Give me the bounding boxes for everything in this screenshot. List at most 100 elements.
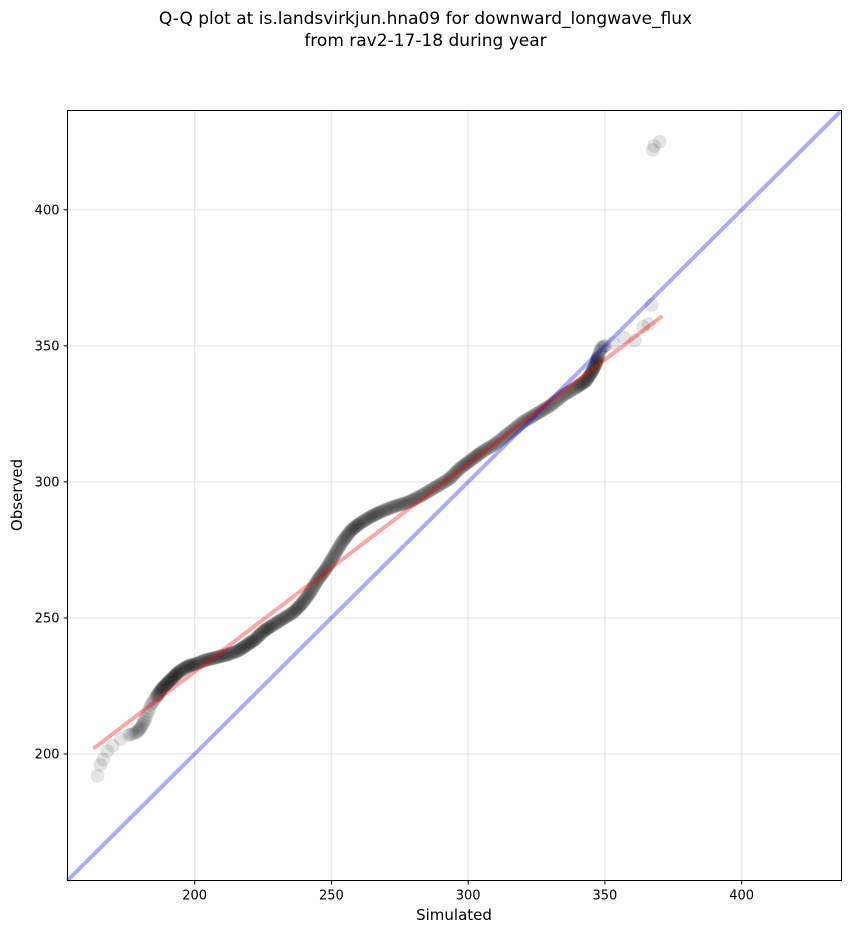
quantile-point [246, 633, 261, 648]
quantile-point [584, 365, 599, 380]
quantile-point [427, 481, 442, 496]
quantile-point [325, 550, 340, 565]
quantile-point [286, 604, 301, 619]
quantile-point [268, 616, 283, 631]
quantile-point [170, 665, 185, 680]
quantile-point [577, 375, 592, 390]
quantile-point [587, 358, 602, 373]
quantile-point [177, 660, 192, 675]
quantile-point [155, 680, 170, 695]
quantile-point [482, 440, 497, 455]
grid [67, 110, 842, 881]
quantile-point [244, 635, 259, 650]
quantile-point [479, 441, 494, 456]
quantile-point [337, 531, 352, 546]
quantile-point [295, 595, 310, 610]
quantile-point [220, 647, 235, 662]
quantile-point [153, 683, 168, 698]
quantile-point [233, 642, 248, 657]
quantile-point [155, 681, 170, 696]
quantile-point [413, 489, 428, 504]
quantile-point [141, 704, 156, 719]
quantile-point [404, 493, 419, 508]
quantile-point [351, 517, 366, 532]
quantile-point [373, 504, 388, 519]
quantile-point [540, 400, 555, 415]
quantile-point [249, 631, 264, 646]
quantile-point [195, 654, 210, 669]
quantile-point [565, 382, 580, 397]
quantile-point [223, 646, 238, 661]
quantile-point [593, 343, 608, 358]
quantile-point [549, 393, 564, 408]
quantile-point [554, 389, 569, 404]
quantile-point [442, 472, 457, 487]
quantile-point [447, 467, 462, 482]
quantile-point [537, 402, 552, 417]
quantile-point [187, 657, 202, 672]
y-tick-label: 400 [35, 203, 60, 218]
quantile-point [364, 509, 379, 524]
quantile-point [189, 656, 204, 671]
quantile-point [234, 641, 249, 656]
quantile-point [128, 725, 143, 740]
quantile-point [245, 634, 260, 649]
quantile-point [299, 590, 314, 605]
quantile-point [150, 687, 165, 702]
quantile-point [403, 494, 418, 509]
chart-title: Q-Q plot at is.landsvirkjun.hna09 for do… [0, 8, 851, 52]
quantile-point [502, 425, 517, 440]
quantile-point [197, 653, 212, 668]
quantile-point [160, 676, 175, 691]
quantile-point [355, 514, 370, 529]
quantile-point [570, 379, 585, 394]
quantile-point [188, 656, 203, 671]
quantile-point [318, 562, 333, 577]
quantile-point [456, 458, 471, 473]
quantile-point [578, 374, 593, 389]
quantile-point [292, 599, 307, 614]
quantile-point [330, 542, 345, 557]
quantile-point [167, 669, 182, 684]
quantile-point [250, 630, 265, 645]
quantile-point [290, 601, 305, 616]
quantile-point [469, 448, 484, 463]
quantile-point [158, 677, 173, 692]
quantile-point [566, 381, 581, 396]
quantile-point [158, 678, 173, 693]
quantile-point [560, 385, 575, 400]
quantile-point [242, 636, 257, 651]
quantile-point [593, 341, 608, 356]
quantile-point [418, 486, 433, 501]
quantile-point [283, 607, 298, 622]
quantile-point [392, 497, 407, 512]
quantile-point [168, 667, 183, 682]
quantile-point [434, 476, 449, 491]
quantile-point [304, 582, 319, 597]
quantile-point [466, 450, 481, 465]
quantile-point [504, 423, 519, 438]
chart-title-line2: from rav2-17-18 during year [304, 31, 547, 51]
quantile-point [587, 360, 602, 375]
quantile-point [448, 465, 463, 480]
quantile-point [481, 441, 496, 456]
quantile-point [647, 138, 662, 153]
quantile-point [168, 668, 183, 683]
quantile-point [444, 470, 459, 485]
quantile-point [588, 356, 603, 371]
quantile-point [269, 616, 284, 631]
quantile-point [505, 422, 520, 437]
quantile-point [589, 354, 604, 369]
quantile-point [260, 621, 275, 636]
quantile-point [394, 497, 409, 512]
quantile-point [236, 640, 251, 655]
y-tick-label: 250 [35, 611, 60, 626]
quantile-point [368, 507, 383, 522]
quantile-point [387, 499, 402, 514]
quantile-point [277, 611, 292, 626]
quantile-point [543, 398, 558, 413]
quantile-point [241, 636, 256, 651]
quantile-point [330, 543, 345, 558]
quantile-point [360, 511, 375, 526]
quantile-point [408, 491, 423, 506]
